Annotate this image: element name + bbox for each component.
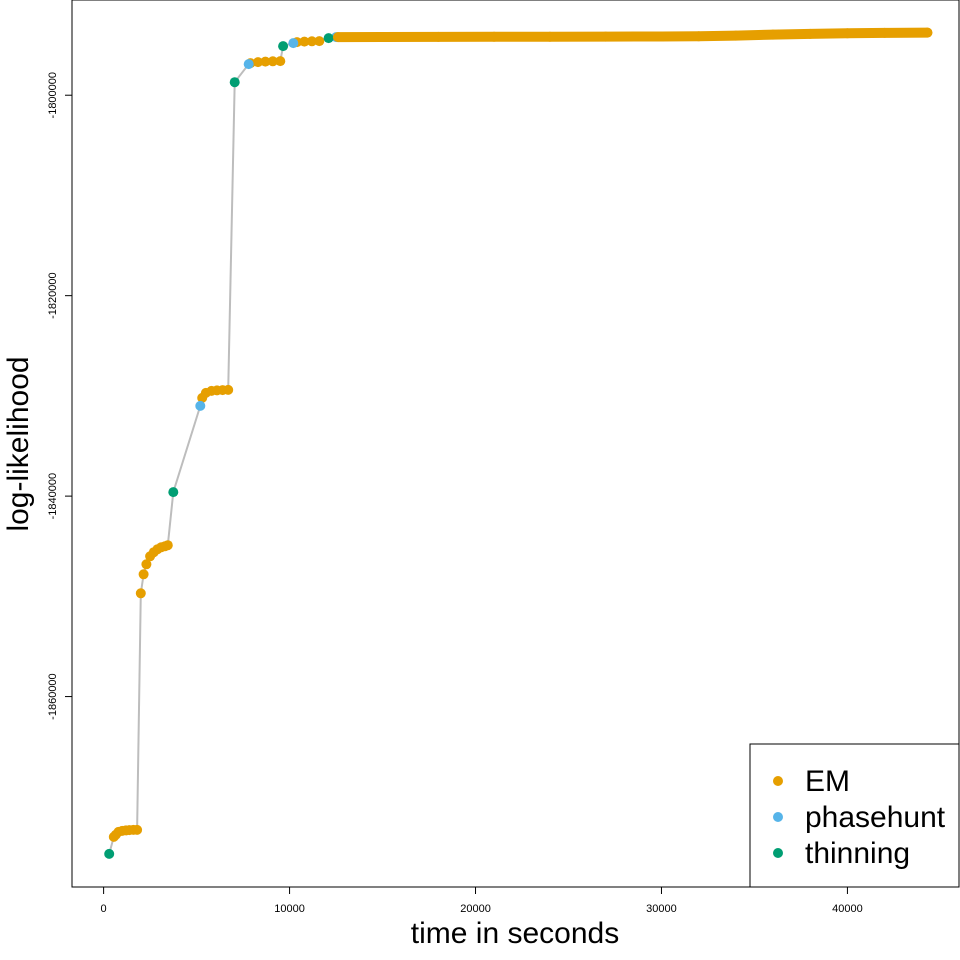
plot-frame [71, 0, 960, 888]
x-axis: 0 10000 20000 30000 40000 [101, 887, 863, 915]
y-tick-label: -1860000 [47, 673, 59, 720]
em-point [223, 384, 234, 395]
phasehunt-point [195, 400, 206, 411]
thinning-point [104, 848, 115, 859]
x-axis-title: time in seconds [411, 917, 619, 950]
em-point [267, 56, 278, 67]
thinning-point [168, 487, 179, 498]
legend-marker-thinning [773, 848, 783, 858]
thinning-point [278, 41, 289, 52]
legend-label-phasehunt: phasehunt [805, 801, 946, 834]
em-point [306, 36, 317, 47]
em-point [141, 559, 152, 570]
legend-marker-phasehunt [773, 812, 783, 822]
y-tick-label: -1820000 [47, 272, 59, 319]
em-point [299, 36, 310, 47]
legend-box [749, 743, 960, 888]
y-tick-label: -1840000 [47, 473, 59, 520]
trace-line [108, 31, 928, 855]
data-points [104, 27, 933, 859]
em-point [260, 56, 271, 67]
x-tick-label: 20000 [460, 903, 491, 915]
y-axis: -1860000 -1840000 -1820000 -1800000 [47, 72, 72, 720]
x-tick-label: 0 [101, 903, 107, 915]
em-point [314, 36, 325, 47]
em-point [275, 56, 286, 67]
thinning-point [323, 33, 334, 44]
legend-label-em: EM [805, 765, 850, 798]
em-point [253, 57, 263, 68]
y-axis-title: log-likelihood [2, 356, 35, 531]
em-point [138, 569, 149, 580]
x-tick-label: 40000 [832, 903, 863, 915]
legend-marker-em [773, 776, 783, 786]
em-point [162, 540, 173, 551]
legend-label-thinning: thinning [805, 837, 910, 870]
em-point [132, 824, 143, 835]
em-point [135, 588, 146, 599]
x-tick-label: 10000 [274, 903, 305, 915]
phasehunt-point [288, 38, 299, 49]
thinning-point [229, 77, 240, 88]
em-plateau-band [332, 27, 933, 43]
y-tick-label: -1800000 [47, 72, 59, 119]
x-tick-label: 30000 [646, 903, 677, 915]
phasehunt-point [243, 59, 254, 70]
